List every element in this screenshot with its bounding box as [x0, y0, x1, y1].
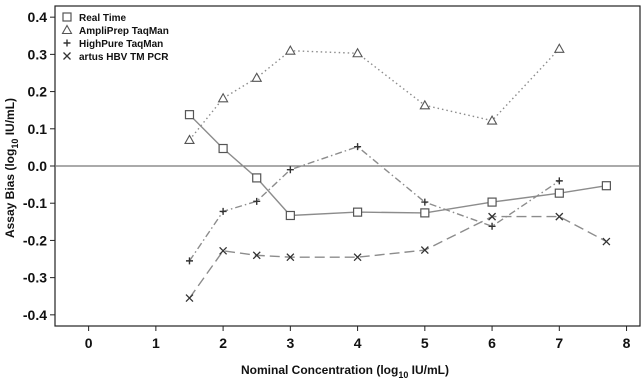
x-axis-title-main: Nominal Concentration (log [241, 363, 398, 377]
data-point-x [185, 294, 194, 303]
series-ampliprep-taqman [184, 43, 565, 145]
series-line [188, 145, 560, 262]
data-point-triangle [217, 92, 229, 103]
data-point-square [252, 173, 262, 183]
y-tick-label: -0.1 [23, 195, 47, 211]
data-point-plus [219, 207, 227, 215]
data-point-triangle [251, 72, 263, 82]
series-artus-hbv-tm-pcr [185, 212, 611, 303]
y-axis-title-main: Assay Bias (log [3, 149, 17, 238]
y-axis-title-end: IU/mL) [3, 98, 17, 139]
data-point-plus [555, 177, 563, 185]
data-point-x [420, 246, 429, 255]
x-tick-label: 8 [623, 335, 631, 351]
x-axis-title-end: IU/mL) [408, 363, 449, 377]
x-tick-label: 4 [354, 335, 362, 351]
y-axis-title-subscript: 10 [10, 139, 20, 149]
x-tick-label: 3 [286, 335, 294, 351]
legend: Real Time AmpliPrep TaqMan HighPure TaqMan… [61, 12, 169, 63]
series-line [188, 48, 560, 141]
x-tick-label: 2 [219, 335, 227, 351]
data-point-square [554, 188, 564, 198]
y-tick-label: 0.4 [28, 9, 48, 25]
x-tick-label: 0 [85, 335, 93, 351]
y-tick-label: 0.3 [28, 46, 48, 62]
data-point-triangle [486, 114, 498, 125]
data-point-x [488, 212, 497, 221]
legend-entry-label: AmpliPrep TaqMan [79, 26, 169, 37]
data-point-plus [253, 197, 261, 205]
y-tick-label: -0.3 [23, 270, 47, 286]
data-point-plus [185, 257, 193, 265]
data-point-square [487, 197, 497, 207]
y-tick-label: -0.4 [23, 307, 47, 323]
data-point-triangle [61, 24, 73, 35]
y-tick-label: 0.2 [28, 84, 48, 100]
data-point-triangle [553, 43, 565, 53]
series-line [189, 114, 607, 217]
legend-entry-label: HighPure TaqMan [79, 39, 163, 50]
data-point-square [62, 12, 72, 22]
data-point-x [286, 253, 295, 262]
x-tick-label: 6 [488, 335, 496, 351]
data-point-triangle [284, 45, 296, 55]
x-axis-ticks: 0 1 2 3 4 5 6 7 8 [85, 326, 631, 351]
data-point-square [184, 110, 195, 120]
series-group [184, 43, 611, 303]
data-point-plus [354, 143, 362, 151]
y-tick-label: -0.2 [23, 232, 47, 248]
data-point-x [555, 212, 564, 221]
data-point-square [420, 208, 430, 218]
series-line [188, 215, 607, 299]
data-point-square [601, 181, 611, 191]
series-highpure-taqman [185, 143, 563, 265]
data-point-triangle [184, 134, 195, 145]
data-point-plus [286, 166, 294, 174]
data-point-plus [421, 198, 429, 206]
y-axis-ticks: 0.4 0.3 0.2 0.1 0.0 -0.1 -0.2 -0.3 -0.4 [23, 9, 55, 323]
data-point-square [352, 207, 363, 217]
legend-entry-label: artus HBV TM PCR [79, 52, 169, 63]
y-axis-title: Assay Bias (log10 IU/mL) [3, 98, 20, 238]
data-point-triangle [419, 99, 431, 110]
data-point-x [353, 253, 362, 262]
data-point-triangle [352, 47, 364, 58]
data-point-x [252, 251, 261, 260]
x-tick-label: 5 [421, 335, 429, 351]
x-tick-label: 1 [152, 335, 160, 351]
data-point-x [63, 52, 71, 60]
data-point-square [285, 210, 295, 221]
legend-entry-label: Real Time [79, 13, 126, 24]
x-axis-title: Nominal Concentration (log10 IU/mL) [241, 363, 449, 380]
y-tick-label: 0.1 [28, 121, 48, 137]
x-tick-label: 7 [555, 335, 563, 351]
data-point-x [219, 246, 228, 255]
data-point-square [218, 143, 228, 154]
data-point-x [602, 237, 611, 246]
x-axis-title-subscript: 10 [398, 370, 408, 380]
data-point-plus [63, 39, 71, 47]
data-point-plus [488, 222, 496, 230]
y-tick-label: 0.0 [28, 158, 48, 174]
